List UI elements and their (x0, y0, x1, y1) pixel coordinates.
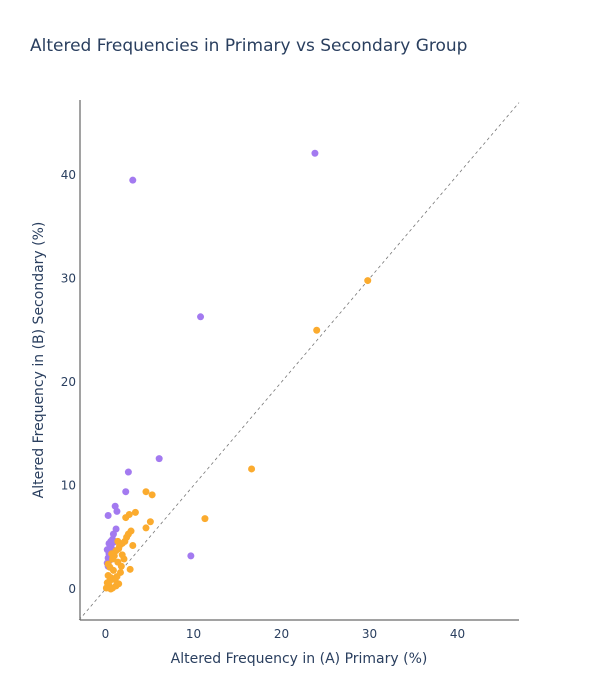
data-point (313, 326, 321, 334)
reference-diagonal-line (78, 102, 520, 621)
x-axis-label: Altered Frequency in (A) Primary (%) (171, 651, 428, 667)
data-point (248, 465, 256, 473)
plot-area: 0 10 20 30 40 0 10 20 30 40 (61, 100, 520, 641)
data-point (129, 542, 137, 550)
data-point (117, 562, 125, 570)
data-point (118, 551, 126, 559)
x-tick-label: 0 (102, 627, 110, 641)
y-tick-label: 30 (61, 272, 76, 286)
data-point (201, 515, 209, 523)
data-point (114, 537, 122, 545)
data-point (108, 550, 116, 558)
data-point (123, 533, 131, 541)
data-point (364, 277, 372, 285)
data-point (109, 530, 117, 538)
data-point (131, 508, 139, 516)
y-tick-label: 10 (61, 479, 76, 493)
data-point (113, 507, 121, 515)
data-point (142, 524, 150, 532)
data-point (148, 491, 156, 499)
y-tick-label: 40 (61, 168, 76, 182)
y-tick-label: 0 (68, 582, 76, 596)
data-point (197, 313, 205, 321)
data-point (124, 468, 132, 476)
data-point (311, 149, 319, 157)
data-point (187, 552, 195, 560)
data-point (122, 514, 130, 522)
chart-title: Altered Frequencies in Primary vs Second… (30, 36, 467, 56)
y-tick-label: 20 (61, 375, 76, 389)
data-point (122, 488, 130, 496)
data-point (142, 488, 150, 496)
y-axis-label: Altered Frequency in (B) Secondary (%) (31, 222, 47, 499)
data-point (129, 176, 137, 184)
data-point (104, 560, 112, 568)
x-tick-label: 40 (450, 627, 465, 641)
data-point (106, 577, 114, 585)
data-point (109, 555, 117, 563)
data-point (155, 455, 163, 463)
data-point (104, 512, 112, 520)
data-point (109, 566, 117, 574)
x-tick-label: 10 (186, 627, 201, 641)
x-tick-label: 20 (274, 627, 289, 641)
data-point (112, 525, 120, 533)
data-point (127, 527, 135, 535)
data-point (107, 585, 115, 593)
data-point (113, 573, 121, 581)
x-tick-label: 30 (362, 627, 377, 641)
data-point (146, 518, 154, 526)
data-point (126, 565, 134, 573)
data-point (115, 580, 123, 588)
